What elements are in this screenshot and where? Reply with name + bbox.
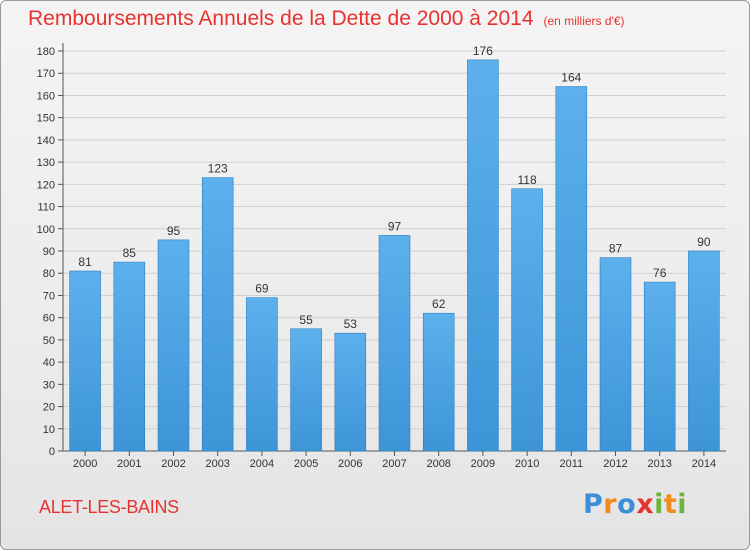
bar-value-label: 81 bbox=[78, 255, 92, 269]
bar-value-label: 118 bbox=[518, 173, 537, 187]
bar-value-label: 97 bbox=[388, 219, 402, 233]
bar bbox=[378, 235, 411, 452]
y-tick-label: 10 bbox=[43, 424, 55, 436]
x-tick-label: 2014 bbox=[692, 458, 716, 470]
bar-value-label: 69 bbox=[255, 282, 269, 296]
bar-value-label: 176 bbox=[473, 44, 493, 58]
bar bbox=[246, 297, 278, 452]
y-tick-label: 80 bbox=[43, 268, 55, 280]
x-tick-label: 2009 bbox=[471, 458, 495, 470]
y-tick-label: 180 bbox=[37, 46, 55, 58]
bar bbox=[555, 86, 588, 452]
bar-value-label: 164 bbox=[561, 71, 581, 85]
chart-title-text: Remboursements Annuels de la Dette de 20… bbox=[28, 7, 534, 30]
logo-letter: x bbox=[636, 489, 655, 520]
bar-value-label: 123 bbox=[208, 162, 228, 176]
chart-unit-label: (en milliers d'€) bbox=[543, 14, 625, 28]
y-tick-label: 150 bbox=[37, 113, 55, 125]
bar bbox=[511, 188, 543, 452]
y-tick-label: 130 bbox=[37, 157, 55, 169]
x-tick-label: 2004 bbox=[250, 458, 274, 470]
y-tick-label: 100 bbox=[37, 224, 55, 236]
y-tick-label: 50 bbox=[43, 335, 55, 347]
bar bbox=[422, 312, 455, 452]
x-tick-label: 2012 bbox=[603, 458, 627, 470]
chart-title: Remboursements Annuels de la Dette de 20… bbox=[28, 7, 625, 31]
x-tick-label: 2003 bbox=[205, 458, 229, 470]
y-tick-label: 110 bbox=[37, 202, 55, 214]
y-tick-label: 90 bbox=[43, 246, 55, 258]
logo-letter: t bbox=[663, 489, 678, 520]
bar bbox=[201, 177, 234, 452]
x-tick-label: 2002 bbox=[161, 458, 185, 470]
x-tick-label: 2001 bbox=[117, 458, 141, 470]
y-tick-label: 40 bbox=[43, 357, 55, 369]
x-tick-label: 2008 bbox=[426, 458, 450, 470]
x-tick-label: 2011 bbox=[559, 458, 583, 470]
bar bbox=[688, 250, 720, 452]
bar-value-label: 53 bbox=[344, 317, 358, 331]
logo-letter: o bbox=[617, 489, 637, 520]
bar bbox=[290, 328, 322, 452]
logo-letter: P bbox=[583, 489, 604, 520]
bar bbox=[599, 257, 632, 452]
logo-letter: i bbox=[677, 489, 688, 520]
bar bbox=[113, 261, 146, 452]
x-tick-label: 2010 bbox=[515, 458, 539, 470]
proxiti-logo: Proxiti bbox=[583, 489, 687, 520]
bar-value-label: 95 bbox=[167, 224, 181, 238]
bar bbox=[69, 270, 101, 452]
bar bbox=[334, 332, 367, 452]
y-tick-label: 30 bbox=[43, 379, 55, 391]
y-tick-label: 140 bbox=[37, 135, 55, 147]
bar bbox=[467, 59, 499, 452]
bar bbox=[157, 239, 190, 452]
y-tick-label: 160 bbox=[37, 90, 55, 102]
y-tick-label: 170 bbox=[37, 68, 55, 80]
city-name: ALET-LES-BAINS bbox=[39, 497, 179, 517]
x-tick-label: 2006 bbox=[338, 458, 362, 470]
y-tick-label: 60 bbox=[43, 313, 55, 325]
bar-value-label: 87 bbox=[609, 242, 623, 256]
bar-value-label: 76 bbox=[653, 266, 667, 280]
bar-value-label: 85 bbox=[123, 246, 137, 260]
x-tick-label: 2007 bbox=[382, 458, 406, 470]
y-tick-label: 0 bbox=[49, 446, 55, 458]
y-tick-label: 120 bbox=[37, 179, 55, 191]
bar-value-label: 62 bbox=[432, 297, 446, 311]
logo-letter: i bbox=[654, 489, 664, 520]
x-tick-label: 2000 bbox=[73, 458, 97, 470]
bar bbox=[643, 281, 676, 452]
y-tick-label: 20 bbox=[43, 402, 55, 414]
bar-value-label: 90 bbox=[697, 235, 711, 249]
y-tick-label: 70 bbox=[43, 290, 55, 302]
bar-value-label: 55 bbox=[299, 313, 313, 327]
logo-letter: r bbox=[603, 489, 618, 520]
x-tick-label: 2005 bbox=[294, 458, 318, 470]
x-tick-label: 2013 bbox=[647, 458, 671, 470]
